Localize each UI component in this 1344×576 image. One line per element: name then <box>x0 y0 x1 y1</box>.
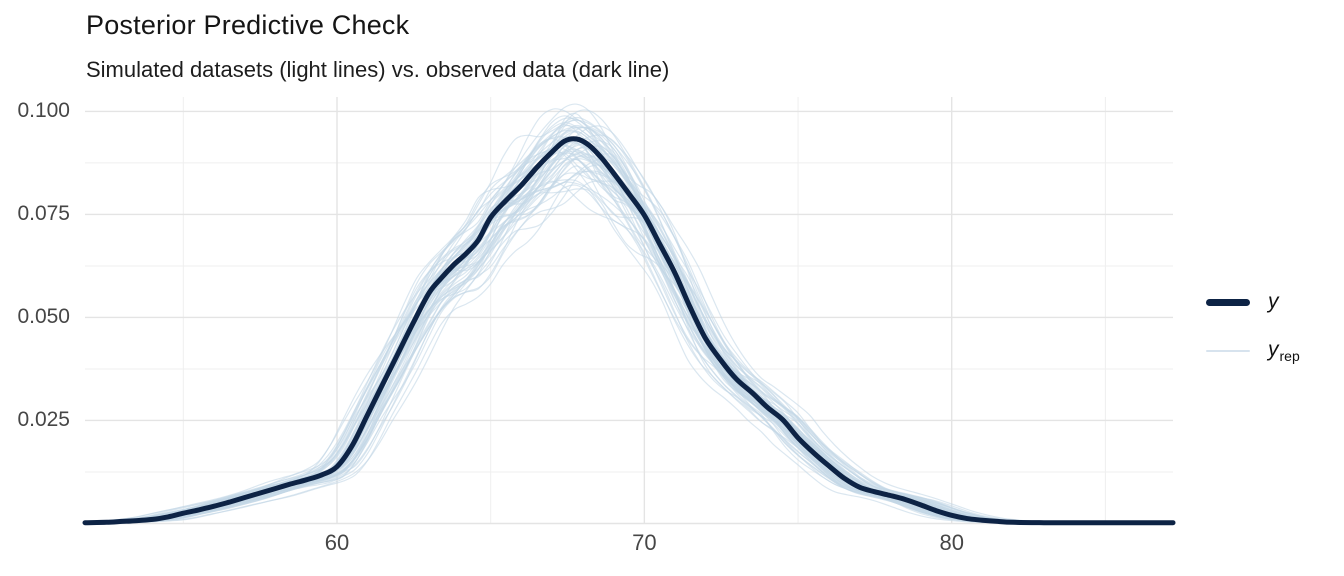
legend-item-replicated: yrep <box>1206 338 1344 364</box>
yrep-density-curve <box>84 138 1168 524</box>
yrep-density-curve <box>84 143 1168 524</box>
legend-item-observed: y <box>1206 290 1344 314</box>
x-axis-tick-label: 80 <box>939 530 964 555</box>
yrep-density-curve <box>84 158 1168 524</box>
y-axis-tick-label: 0.100 <box>17 99 70 123</box>
y-axis-tick-label: 0.025 <box>17 408 70 432</box>
yrep-density-curve <box>84 158 1168 524</box>
x-axis-tick-label: 70 <box>632 530 657 555</box>
yrep-density-curve <box>84 146 1168 524</box>
chart-title: Posterior Predictive Check <box>86 10 410 40</box>
yrep-density-curve <box>84 138 1168 524</box>
yrep-density-curve <box>84 158 1168 524</box>
observed-line-swatch-icon <box>1206 298 1250 306</box>
replicated-line-swatch-icon <box>1206 350 1250 353</box>
legend-label-y: y <box>1268 290 1279 313</box>
yrep-density-curve <box>84 153 1168 524</box>
chart-subtitle: Simulated datasets (light lines) vs. obs… <box>86 57 670 82</box>
x-axis-tick-label: 60 <box>324 530 350 555</box>
yrep-density-curve <box>84 152 1168 524</box>
yrep-density-curve <box>84 170 1168 524</box>
yrep-density-curve <box>84 170 1168 524</box>
y-density-curve <box>82 136 1176 526</box>
yrep-density-curve <box>84 108 1168 524</box>
yrep-density-curve <box>84 188 1168 524</box>
yrep-density-curve <box>84 179 1168 524</box>
y-axis-tick-label: 0.050 <box>17 305 70 329</box>
yrep-density-curve <box>84 137 1168 524</box>
y-axis-tick-label: 0.075 <box>17 202 70 226</box>
legend: y yrep <box>1206 290 1344 364</box>
legend-label-yrep: yrep <box>1268 338 1300 365</box>
yrep-density-curve <box>84 172 1168 524</box>
